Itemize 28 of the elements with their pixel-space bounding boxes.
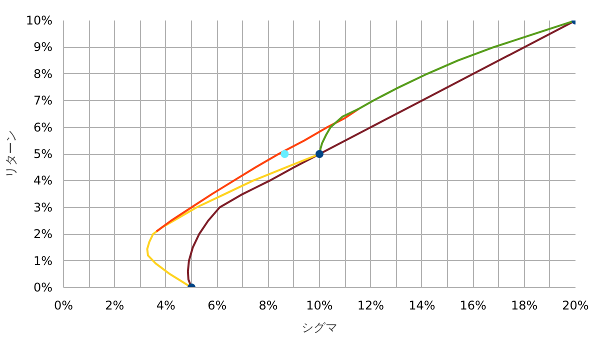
y-tick-label: 8% xyxy=(33,66,53,81)
y-axis-title: リターン xyxy=(4,130,18,178)
x-tick-label: 10% xyxy=(306,298,333,312)
y-tick-label: 3% xyxy=(33,200,53,214)
line-series xyxy=(155,108,360,232)
y-tick-label: 4% xyxy=(33,174,53,188)
point xyxy=(316,150,324,158)
y-tick-label: 1% xyxy=(33,254,53,268)
y-tick-label: 5% xyxy=(33,147,53,161)
y-tick-label: 0% xyxy=(33,280,53,294)
y-tick-label: 10% xyxy=(26,14,52,28)
x-tick-label: 16% xyxy=(460,298,486,312)
line-series xyxy=(186,20,576,288)
x-tick-label: 6% xyxy=(208,298,227,312)
x-axis-title: シグマ xyxy=(302,320,338,334)
y-tick-label: 9% xyxy=(33,40,53,54)
y-tick-label: 2% xyxy=(33,227,53,242)
x-tick-label: 2% xyxy=(105,298,124,312)
y-tick-label: 6% xyxy=(33,120,53,134)
x-tick-label: 14% xyxy=(408,298,436,312)
x-tick-label: 8% xyxy=(258,298,278,312)
x-tick-label: 20% xyxy=(562,298,589,312)
x-tick-label: 18% xyxy=(510,298,538,312)
point xyxy=(280,150,289,158)
x-tick-label: 4% xyxy=(156,298,176,312)
y-tick-label: 7% xyxy=(33,94,53,108)
x-tick-label: 12% xyxy=(357,298,384,312)
x-tick-label: 0% xyxy=(54,298,74,312)
